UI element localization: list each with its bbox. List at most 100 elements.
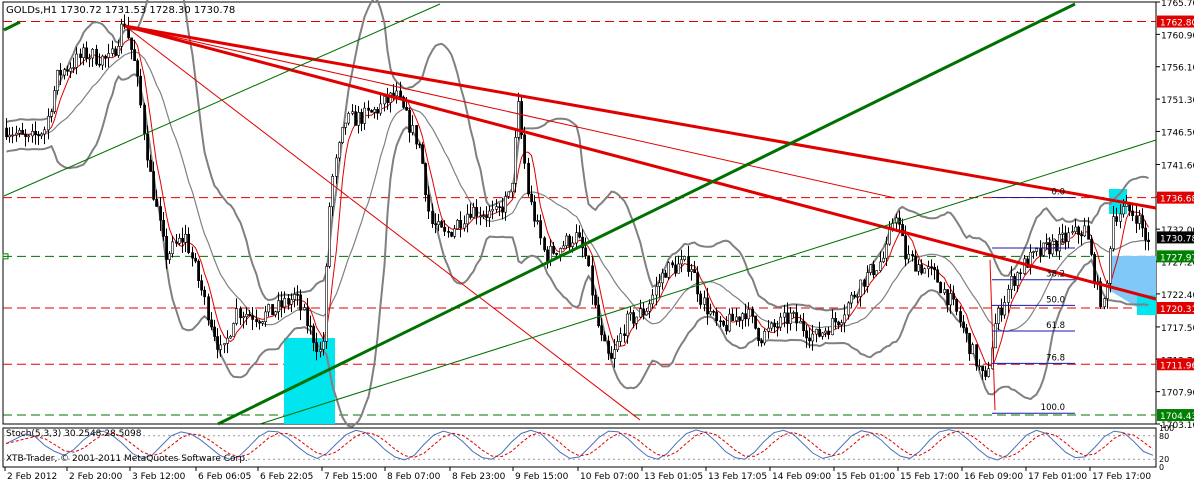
x-tick-label: 13 Feb 17:05: [708, 472, 767, 482]
candle-body: [975, 344, 979, 367]
candle-body: [1119, 213, 1123, 222]
candle-body: [443, 226, 447, 232]
candle-body: [847, 302, 851, 316]
candle-body: [376, 109, 380, 114]
candle-body: [802, 320, 806, 332]
candle-body: [968, 332, 972, 354]
candle-body: [552, 245, 556, 254]
candle-body: [594, 294, 598, 306]
candle-body: [872, 264, 876, 276]
candle-body: [568, 235, 572, 247]
candle-body: [770, 323, 774, 329]
candle-body: [213, 326, 217, 337]
candle-body: [920, 264, 924, 274]
candle-body: [562, 245, 566, 249]
candle-body: [984, 370, 988, 377]
candle-body: [1106, 283, 1110, 299]
candle-body: [488, 210, 492, 218]
candle-body: [936, 269, 940, 283]
candle-body: [50, 111, 54, 117]
candle-body: [735, 316, 739, 321]
candle-body: [165, 236, 169, 260]
candle-body: [603, 334, 607, 342]
candle-body: [952, 293, 956, 300]
stoch-scale-label: 20: [1159, 455, 1169, 464]
candle-body: [1019, 272, 1023, 275]
candle-body: [523, 134, 527, 164]
candle-body: [469, 213, 473, 218]
x-tick-label: 16 Feb 09:00: [964, 472, 1023, 482]
candle-body: [399, 90, 403, 98]
candle-body: [642, 308, 646, 316]
candle-body: [616, 341, 620, 350]
candle-body: [239, 308, 243, 319]
main-plot-frame: [2, 1, 1157, 425]
resistance-trendline: [124, 25, 896, 199]
candle-body: [591, 265, 595, 296]
x-tick-label: 8 Feb 23:00: [452, 472, 506, 482]
stoch-plot-frame: [2, 427, 1157, 468]
candle-body: [21, 130, 25, 135]
candle-body: [1103, 298, 1107, 307]
candle-body: [811, 333, 815, 342]
bollinger-upper: [6, 0, 1149, 312]
candle-body: [827, 330, 831, 336]
candle-body: [955, 298, 959, 312]
candle-body: [258, 321, 262, 324]
candle-body: [501, 206, 505, 213]
price-label-box: [1157, 231, 1194, 244]
candle-body: [1026, 258, 1030, 268]
candle-body: [299, 294, 303, 311]
stoch-scale-label: 0: [1159, 463, 1164, 472]
candle-body: [479, 215, 483, 218]
candle-body: [719, 320, 723, 323]
stoch-main-line: [5, 429, 1154, 461]
level-marker: [2, 253, 9, 260]
stoch-label: Stoch(5,3,3) 30.2548 28.5098: [6, 429, 142, 439]
candle-body: [175, 241, 179, 244]
candle-body: [587, 255, 591, 267]
candle-body: [171, 241, 175, 254]
candle-body: [754, 315, 758, 329]
candle-body: [283, 298, 287, 308]
candle-body: [680, 259, 684, 265]
x-tick-label: 6 Feb 06:05: [198, 472, 251, 482]
candle-body: [1131, 210, 1135, 216]
candle-body: [370, 110, 374, 113]
candle-body: [859, 279, 863, 297]
candle-body: [747, 309, 751, 320]
candle-body: [411, 125, 415, 133]
candle-body: [235, 308, 239, 324]
candle-body: [1115, 216, 1119, 222]
candle-body: [840, 322, 844, 326]
candle-body: [485, 215, 489, 218]
candle-body: [232, 323, 236, 337]
candle-body: [674, 264, 678, 274]
x-tick-label: 15 Feb 17:00: [900, 472, 959, 482]
resistance-trendline: [124, 24, 1157, 210]
candle-body: [1144, 227, 1148, 241]
candle-body: [879, 261, 883, 271]
candle-body: [914, 255, 918, 272]
candle-body: [56, 69, 60, 91]
candle-body: [223, 343, 227, 346]
candle-body: [274, 311, 278, 316]
candle-body: [178, 237, 182, 244]
candle-body: [738, 316, 742, 321]
candle-body: [623, 333, 627, 336]
candle-body: [843, 314, 847, 324]
candle-body: [434, 223, 438, 226]
candle-body: [639, 308, 643, 318]
stoch-scale-label: 100: [1159, 424, 1174, 433]
candle-body: [1099, 281, 1103, 307]
candle-body: [581, 236, 585, 249]
candle-body: [1141, 215, 1145, 229]
candle-body: [34, 130, 38, 136]
candle-body: [360, 112, 364, 124]
candle-body: [856, 296, 860, 298]
candle-body: [1061, 232, 1065, 235]
y-tick-label: 1756.10: [1161, 64, 1194, 74]
candle-body: [517, 101, 521, 138]
moving-average: [6, 39, 1149, 367]
